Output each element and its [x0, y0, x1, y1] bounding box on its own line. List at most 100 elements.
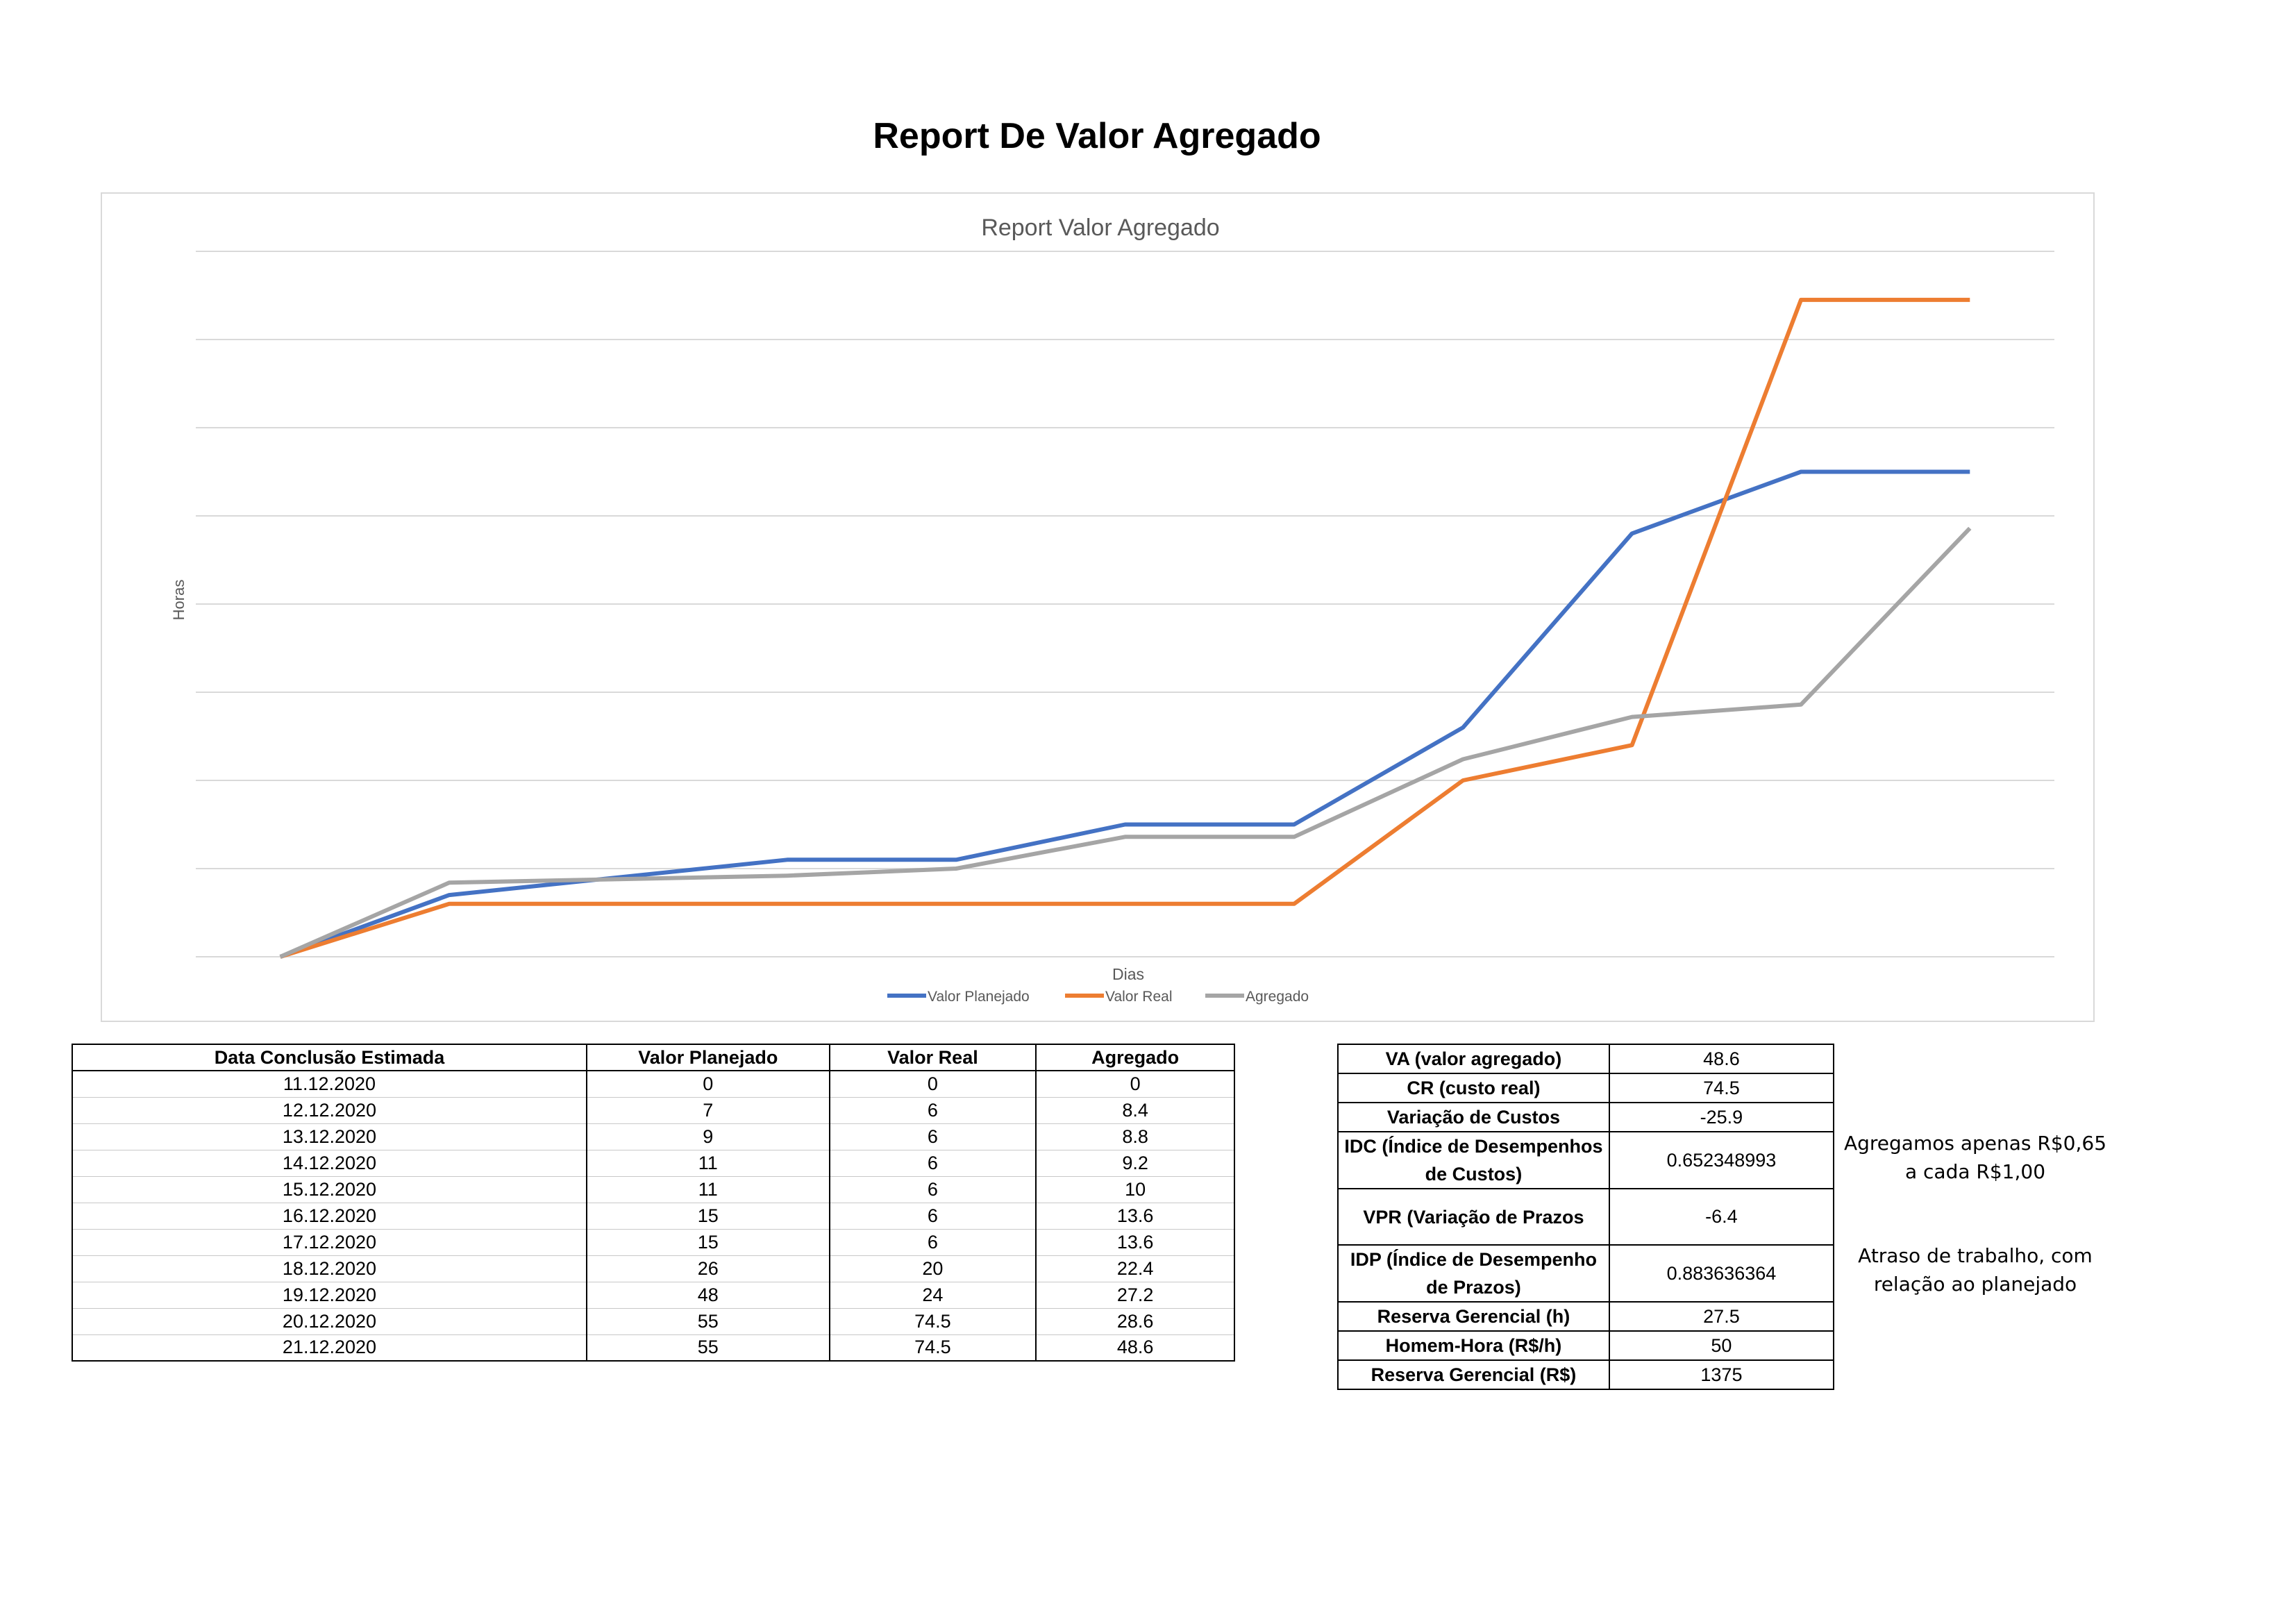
legend-label: Valor Planejado: [928, 989, 1030, 1005]
data-table: Data Conclusão Estimada Valor Planejado …: [72, 1044, 1235, 1362]
table-cell: 6: [828, 1228, 1037, 1256]
table-cell: 48.6: [1035, 1334, 1235, 1362]
kpi-label: Reserva Gerencial (R$): [1337, 1359, 1610, 1390]
table-row: 17.12.2020 15 6 13.6: [72, 1228, 1235, 1256]
legend-label: Valor Real: [1105, 989, 1173, 1005]
table-row: 20.12.2020 55 74.5 28.6: [72, 1307, 1235, 1335]
table-cell: 20.12.2020: [72, 1307, 587, 1335]
table-cell: 9.2: [1035, 1149, 1235, 1177]
table-cell: 9: [585, 1123, 830, 1150]
kpi-value: 74.5: [1608, 1073, 1835, 1103]
kpi-row: IDC (Índice de Desempenhos de Custos) 0.6…: [1337, 1131, 1835, 1189]
legend-item: Valor Planejado: [887, 989, 1030, 1005]
table-cell: 26: [585, 1255, 830, 1282]
table-cell: 24: [828, 1281, 1037, 1309]
table-cell: 48: [585, 1281, 830, 1309]
series-line-valor-real: [279, 297, 1970, 959]
idp-note: Atraso de trabalho, com relação ao plane…: [1858, 1244, 2093, 1296]
kpi-value: 0.883636364: [1608, 1244, 1835, 1303]
table-row: 14.12.2020 11 6 9.2: [72, 1149, 1235, 1177]
kpi-row: CR (custo real) 74.5: [1337, 1073, 1835, 1103]
kpi-value: 0.652348993: [1608, 1131, 1835, 1189]
kpi-label: IDP (Índice de Desempenho de Prazos): [1337, 1244, 1610, 1303]
table-cell: 7: [585, 1096, 830, 1124]
kpi-row: Reserva Gerencial (h) 27.5: [1337, 1301, 1835, 1332]
legend-label: Agregado: [1246, 989, 1309, 1005]
column-header-real: Valor Real: [828, 1044, 1037, 1071]
table-row: 12.12.2020 7 6 8.4: [72, 1096, 1235, 1124]
table-row: 16.12.2020 15 6 13.6: [72, 1202, 1235, 1230]
table-cell: 55: [585, 1334, 830, 1362]
chart-series: [279, 297, 1972, 959]
table-cell: 11.12.2020: [72, 1070, 587, 1098]
kpi-row: IDP (Índice de Desempenho de Prazos) 0.88…: [1337, 1244, 1835, 1303]
table-cell: 15: [585, 1202, 830, 1230]
line-chart: Report Valor Agregado Horas Dias Valor P…: [170, 215, 2054, 1005]
kpi-row: VPR (Variação de Prazos -6.4: [1337, 1188, 1835, 1246]
table-row: 19.12.2020 48 24 27.2: [72, 1281, 1235, 1309]
table-cell: 21.12.2020: [72, 1334, 587, 1362]
kpi-label: Reserva Gerencial (h): [1337, 1301, 1610, 1332]
table-cell: 0: [1035, 1070, 1235, 1098]
table-cell: 17.12.2020: [72, 1228, 587, 1256]
table-cell: 20: [828, 1255, 1037, 1282]
table-row: 21.12.2020 55 74.5 48.6: [72, 1334, 1235, 1362]
table-cell: 8.4: [1035, 1096, 1235, 1124]
table-header-row: Data Conclusão Estimada Valor Planejado …: [72, 1044, 1235, 1071]
table-cell: 11: [585, 1175, 830, 1203]
table-cell: 15.12.2020: [72, 1175, 587, 1203]
table-cell: 28.6: [1035, 1307, 1235, 1335]
column-header-agregado: Agregado: [1035, 1044, 1235, 1071]
table-cell: 6: [828, 1096, 1037, 1124]
kpi-value: 27.5: [1608, 1301, 1835, 1332]
table-cell: 14.12.2020: [72, 1149, 587, 1177]
table-cell: 12.12.2020: [72, 1096, 587, 1124]
x-axis-label: Dias: [1112, 965, 1144, 983]
table-cell: 6: [828, 1123, 1037, 1150]
page-title: Report De Valor Agregado: [873, 116, 1321, 156]
series-line-agregado: [279, 526, 1972, 959]
table-cell: 74.5: [828, 1307, 1037, 1335]
column-header-date: Data Conclusão Estimada: [72, 1044, 587, 1071]
table-cell: 22.4: [1035, 1255, 1235, 1282]
kpi-row: Homem-Hora (R$/h) 50: [1337, 1330, 1835, 1361]
table-cell: 6: [828, 1149, 1037, 1177]
kpi-table-body: VA (valor agregado) 48.6 CR (custo real) 74…: [1337, 1044, 1835, 1390]
table-cell: 19.12.2020: [72, 1281, 587, 1309]
table-cell: 6: [828, 1202, 1037, 1230]
table-cell: 0: [828, 1070, 1037, 1098]
table-row: 13.12.2020 9 6 8.8: [72, 1123, 1235, 1150]
y-axis-label: Horas: [170, 580, 187, 621]
chart-legend: Valor Planejado Valor Real Agregado: [887, 989, 1309, 1005]
kpi-value: -25.9: [1608, 1102, 1835, 1132]
chart-area: Report Valor Agregado Horas Dias Valor P…: [101, 192, 2095, 1022]
table-cell: 10: [1035, 1175, 1235, 1203]
table-cell: 8.8: [1035, 1123, 1235, 1150]
table-cell: 55: [585, 1307, 830, 1335]
series-line-valor-planejado: [279, 469, 1970, 959]
kpi-row: VA (valor agregado) 48.6: [1337, 1044, 1835, 1074]
table-cell: 13.12.2020: [72, 1123, 587, 1150]
chart-gridlines: [196, 251, 2054, 957]
table-cell: 27.2: [1035, 1281, 1235, 1309]
kpi-value: 1375: [1608, 1359, 1835, 1390]
table-cell: 74.5: [828, 1334, 1037, 1362]
kpi-label: VPR (Variação de Prazos: [1337, 1188, 1610, 1246]
kpi-value: 48.6: [1608, 1044, 1835, 1074]
idc-note: Agregamos apenas R$0,65 a cada R$1,00: [1843, 1132, 2107, 1183]
table-cell: 13.6: [1035, 1228, 1235, 1256]
table-cell: 16.12.2020: [72, 1202, 587, 1230]
kpi-row: Reserva Gerencial (R$) 1375: [1337, 1359, 1835, 1390]
table-row: 15.12.2020 11 6 10: [72, 1175, 1235, 1203]
chart-title: Report Valor Agregado: [981, 215, 1219, 241]
kpi-label: IDC (Índice de Desempenhos de Custos): [1337, 1131, 1610, 1189]
kpi-label: Variação de Custos: [1337, 1102, 1610, 1132]
kpi-value: -6.4: [1608, 1188, 1835, 1246]
table-cell: 0: [585, 1070, 830, 1098]
table-row: 11.12.2020 0 0 0: [72, 1070, 1235, 1098]
column-header-planejado: Valor Planejado: [585, 1044, 830, 1071]
table-cell: 11: [585, 1149, 830, 1177]
table-cell: 18.12.2020: [72, 1255, 587, 1282]
legend-item: Agregado: [1205, 989, 1309, 1005]
table-cell: 15: [585, 1228, 830, 1256]
